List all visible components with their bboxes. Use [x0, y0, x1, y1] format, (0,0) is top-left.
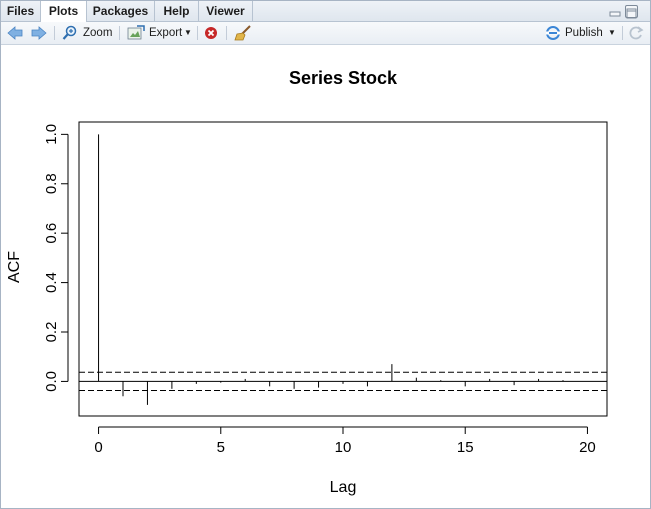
minimize-icon — [609, 11, 621, 17]
zoom-icon — [62, 25, 77, 40]
plot-area-border — [78, 121, 608, 417]
acf-plot: Series Stock 0.0 0.2 0.4 0.6 0.8 1.0 0 5 10 15 20… — [6, 68, 608, 496]
refresh-icon — [629, 26, 644, 40]
y-tick-label: 0.0 — [43, 371, 60, 392]
tab-viewer[interactable]: Viewer — [199, 1, 253, 21]
pane-window-controls — [608, 5, 642, 19]
y-axis-label: ACF — [6, 251, 23, 283]
y-tick-label: 0.6 — [43, 223, 60, 244]
toolbar-separator — [226, 26, 227, 40]
forward-arrow-icon — [31, 26, 47, 40]
remove-plot-button[interactable] — [204, 25, 220, 41]
tab-files[interactable]: Files — [1, 1, 41, 21]
chevron-down-icon: ▼ — [184, 28, 192, 37]
x-tick-label: 15 — [457, 439, 474, 456]
back-arrow-icon — [7, 26, 23, 40]
x-tick-label: 5 — [217, 439, 225, 456]
toolbar-separator — [54, 26, 55, 40]
chart-title: Series Stock — [289, 68, 398, 88]
remove-plot-icon — [205, 27, 217, 39]
y-tick-label: 0.2 — [43, 322, 60, 343]
y-tick-label: 1.0 — [43, 124, 60, 145]
pane-tab-bar: Files Plots Packages Help Viewer — [1, 1, 650, 22]
x-tick-label: 0 — [94, 439, 102, 456]
publish-button[interactable]: Publish ▼ — [544, 25, 618, 41]
zoom-button[interactable]: Zoom — [62, 25, 114, 41]
publish-icon — [546, 26, 560, 40]
tab-plots[interactable]: Plots — [41, 1, 87, 22]
tab-packages[interactable]: Packages — [87, 1, 155, 21]
y-axis: 0.0 0.2 0.4 0.6 0.8 1.0 — [43, 124, 69, 392]
toolbar-separator — [622, 26, 623, 40]
forward-button[interactable] — [31, 25, 47, 41]
zoom-label: Zoom — [83, 27, 113, 39]
maximize-button[interactable] — [625, 5, 638, 19]
export-menu-button[interactable]: Export ▼ — [127, 25, 193, 41]
y-tick-label: 0.4 — [43, 272, 60, 293]
x-tick-label: 20 — [579, 439, 596, 456]
toolbar-separator — [119, 26, 120, 40]
clear-all-plots-button[interactable] — [234, 25, 252, 41]
x-axis: 0 5 10 15 20 — [94, 426, 596, 456]
refresh-button[interactable] — [628, 25, 644, 41]
toolbar-separator — [197, 26, 198, 40]
maximize-icon — [626, 8, 637, 19]
back-button[interactable] — [7, 25, 23, 41]
acf-series — [79, 134, 607, 405]
minimize-button[interactable] — [608, 5, 621, 18]
x-axis-label: Lag — [330, 479, 357, 496]
plot-toolbar: Zoom Export ▼ — [1, 22, 650, 45]
export-icon — [127, 25, 145, 40]
export-label: Export — [149, 27, 183, 39]
chevron-down-icon: ▼ — [608, 28, 616, 37]
x-tick-label: 10 — [335, 439, 352, 456]
tab-help[interactable]: Help — [155, 1, 199, 21]
broom-icon — [234, 25, 251, 41]
y-tick-label: 0.8 — [43, 173, 60, 194]
publish-label: Publish — [565, 27, 603, 39]
